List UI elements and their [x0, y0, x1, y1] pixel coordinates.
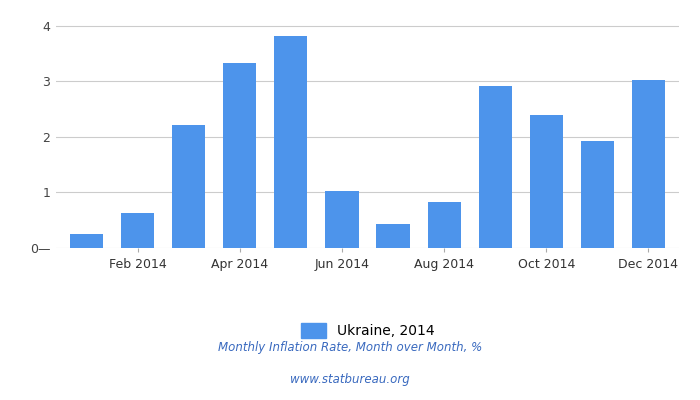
Bar: [632, 80, 665, 248]
Bar: [326, 191, 358, 248]
Bar: [172, 124, 205, 248]
Bar: [428, 202, 461, 248]
Text: www.statbureau.org: www.statbureau.org: [290, 374, 410, 386]
Text: Monthly Inflation Rate, Month over Month, %: Monthly Inflation Rate, Month over Month…: [218, 342, 482, 354]
Bar: [530, 114, 563, 248]
Bar: [223, 63, 256, 248]
Bar: [274, 36, 307, 248]
Bar: [581, 141, 614, 248]
Legend: Ukraine, 2014: Ukraine, 2014: [300, 323, 435, 338]
Bar: [70, 234, 103, 248]
Bar: [377, 224, 410, 248]
Bar: [121, 213, 154, 248]
Bar: [479, 86, 512, 248]
